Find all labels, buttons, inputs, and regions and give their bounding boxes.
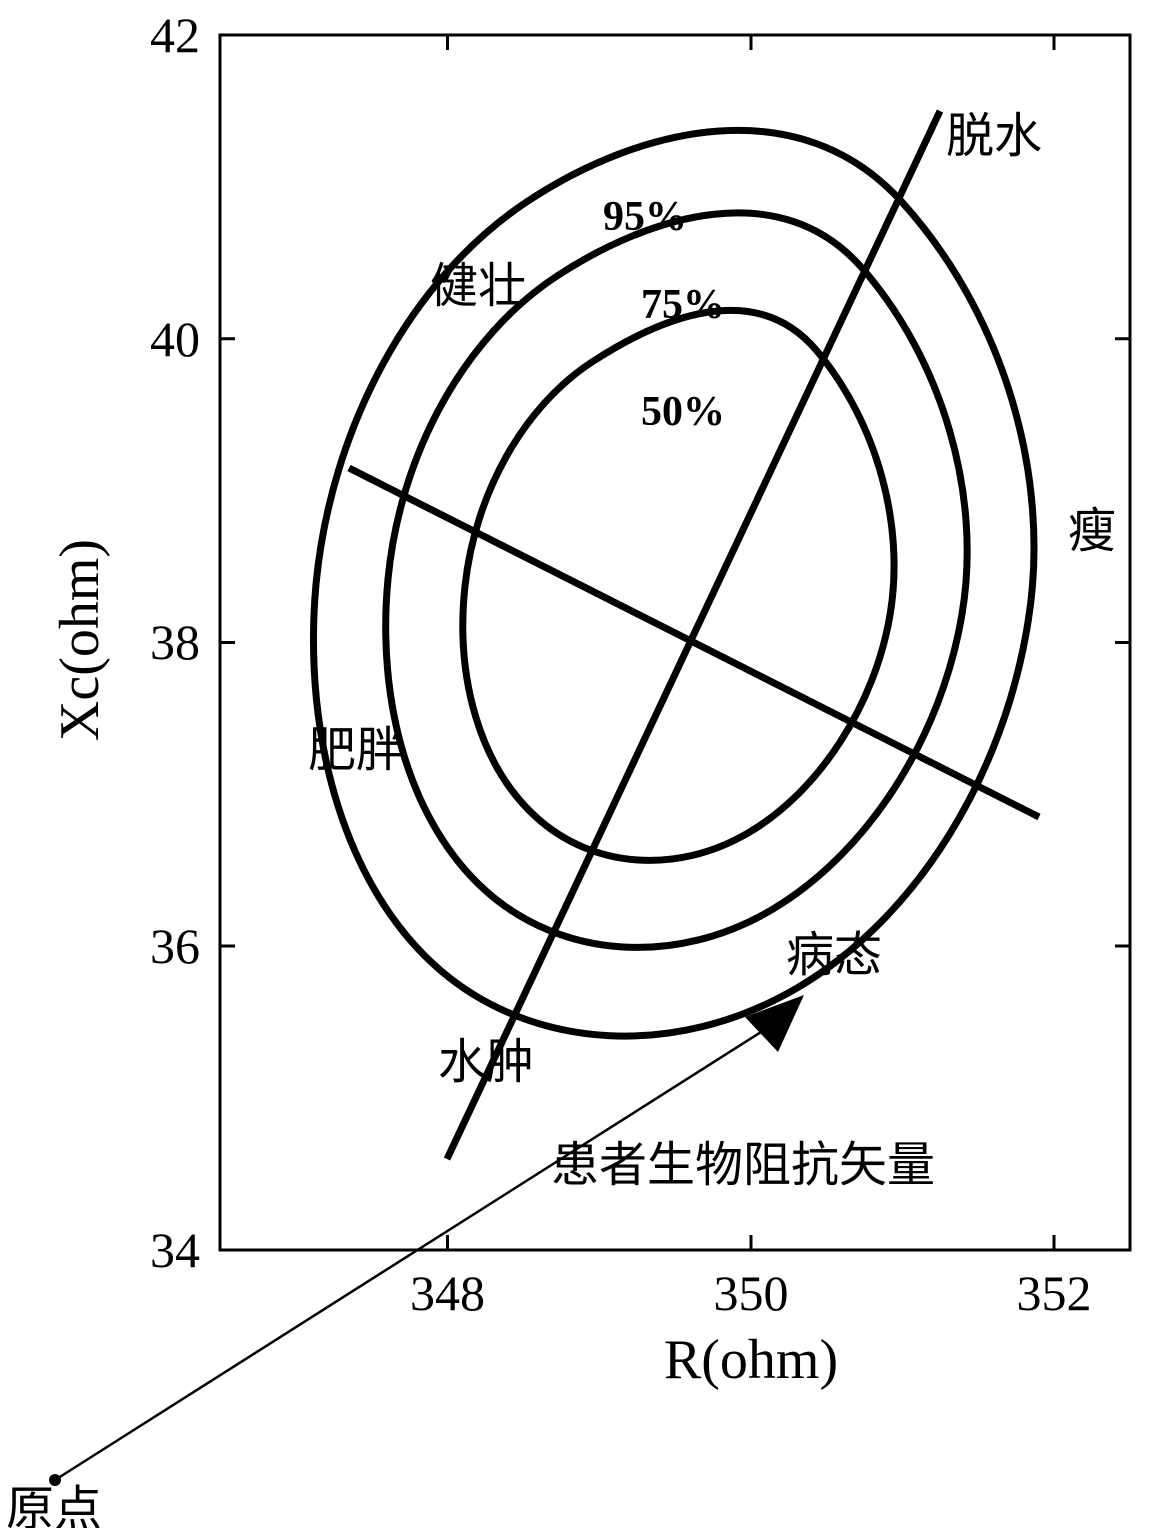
label-dehydration: 脱水 xyxy=(946,110,1042,163)
ellipse-95 xyxy=(313,130,1034,1036)
ytick-40: 40 xyxy=(150,311,200,367)
xtick-348: 348 xyxy=(410,1265,485,1321)
pct-75-label: 75% xyxy=(641,282,725,328)
ytick-34: 34 xyxy=(150,1222,200,1278)
biva-chart: 34 36 38 40 42 348 350 352 R(ohm) Xc(ohm… xyxy=(0,0,1158,1528)
ellipses xyxy=(313,130,1034,1036)
pct-50-label: 50% xyxy=(641,389,725,435)
xtick-350: 350 xyxy=(714,1265,789,1321)
x-axis-label: R(ohm) xyxy=(664,1329,838,1391)
x-ticks: 348 350 352 xyxy=(410,35,1092,1321)
ytick-36: 36 xyxy=(150,918,200,974)
pct-95-label: 95% xyxy=(603,194,687,240)
vector-label: 患者生物阻抗矢量 xyxy=(551,1139,935,1192)
ytick-38: 38 xyxy=(150,614,200,670)
minor-axis-line xyxy=(349,468,1039,817)
ytick-42: 42 xyxy=(150,7,200,63)
label-cachectic: 病态 xyxy=(786,929,882,982)
label-lean: 瘦 xyxy=(1068,505,1116,558)
y-axis-label: Xc(ohm) xyxy=(49,539,111,741)
xtick-352: 352 xyxy=(1017,1265,1092,1321)
label-obese: 肥胖 xyxy=(308,724,404,777)
label-athletic: 健壮 xyxy=(430,260,526,313)
label-edema: 水肿 xyxy=(438,1036,534,1089)
origin-label: 原点 xyxy=(6,1483,102,1528)
